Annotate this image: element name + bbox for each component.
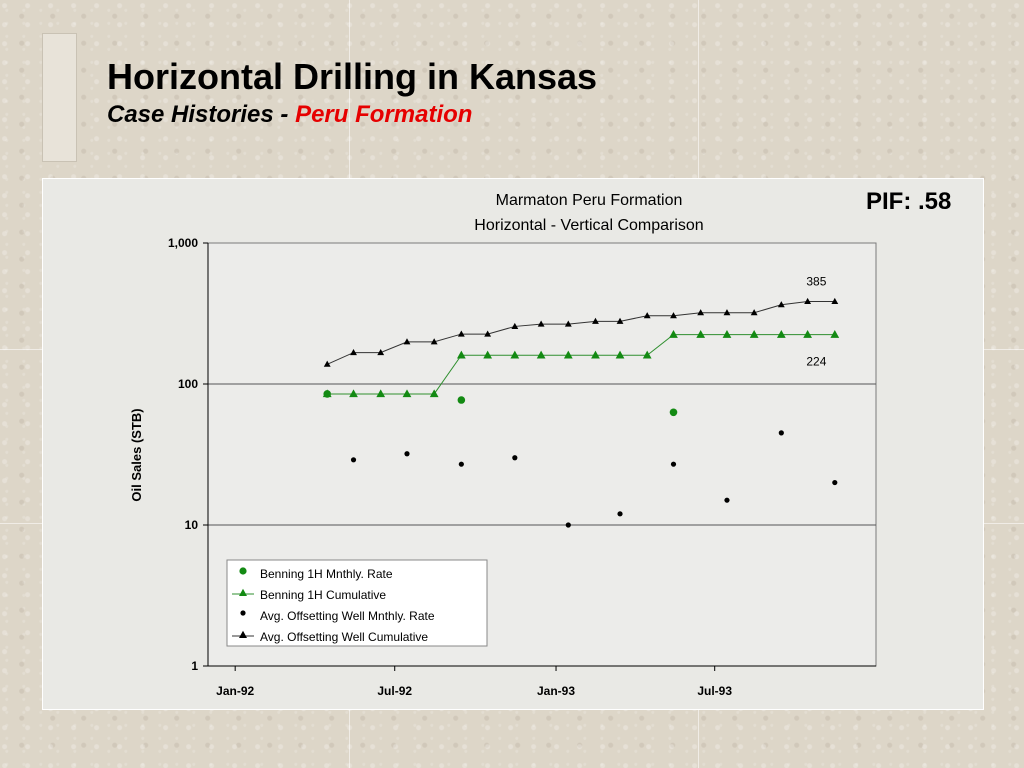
data-point-circle bbox=[832, 479, 838, 486]
y-axis-label: Oil Sales (STB) bbox=[129, 408, 144, 501]
data-point-triangle bbox=[323, 360, 331, 367]
data-point-triangle bbox=[350, 348, 357, 356]
pif-label: PIF: .58 bbox=[866, 188, 952, 215]
legend-label: Benning 1H Mnthly. Rate bbox=[260, 567, 393, 581]
data-point-triangle bbox=[483, 350, 493, 359]
data-point-circle bbox=[778, 430, 784, 436]
x-tick-label: Jan-93 bbox=[537, 684, 575, 698]
data-point-triangle bbox=[642, 350, 652, 359]
series-line-1 bbox=[327, 334, 835, 395]
data-point-triangle bbox=[484, 330, 492, 337]
legend-box bbox=[226, 559, 488, 647]
data-point-triangle bbox=[670, 312, 677, 319]
x-tick-label: Jan-92 bbox=[216, 684, 254, 698]
data-point-triangle bbox=[377, 348, 385, 356]
data-point-triangle bbox=[722, 330, 732, 338]
data-point-triangle bbox=[831, 297, 839, 304]
data-point-circle bbox=[670, 461, 677, 467]
x-tick-label: Jul-92 bbox=[377, 684, 412, 698]
subtitle-accent: Peru Formation bbox=[295, 101, 473, 128]
data-point-circle bbox=[565, 522, 571, 528]
legend-marker-triangle bbox=[239, 588, 247, 596]
data-point-triangle bbox=[723, 309, 731, 316]
data-point-triangle bbox=[750, 309, 758, 316]
series-line-3 bbox=[327, 300, 835, 365]
y-tick-label: 1,000 bbox=[168, 236, 198, 250]
data-point-triangle bbox=[510, 350, 520, 359]
slide-title: Horizontal Drilling in Kansas bbox=[107, 56, 598, 97]
data-point-circle bbox=[404, 451, 410, 457]
data-point-triangle bbox=[563, 350, 573, 359]
data-point-triangle bbox=[564, 320, 572, 327]
data-point-circle bbox=[458, 461, 464, 467]
legend-marker-triangle bbox=[239, 630, 247, 638]
data-point-circle bbox=[512, 455, 518, 461]
y-tick-label: 1 bbox=[191, 659, 198, 673]
y-tick-label: 100 bbox=[178, 377, 198, 391]
data-point-circle bbox=[617, 511, 623, 517]
data-point-triangle bbox=[402, 389, 412, 398]
decorative-bar bbox=[42, 33, 77, 162]
slide-subtitle: Case Histories - Peru Formation bbox=[107, 101, 472, 129]
value-annotation: 224 bbox=[806, 355, 826, 369]
data-point-triangle bbox=[616, 317, 624, 324]
data-point-triangle bbox=[536, 350, 546, 359]
data-point-triangle bbox=[592, 317, 599, 324]
legend-label: Avg. Offsetting Well Cumulative bbox=[260, 630, 428, 644]
data-point-triangle bbox=[697, 309, 705, 316]
data-point-triangle bbox=[804, 297, 812, 304]
data-point-circle bbox=[457, 396, 466, 404]
data-point-circle bbox=[350, 457, 357, 463]
data-point-triangle bbox=[537, 320, 545, 327]
value-annotation: 385 bbox=[806, 274, 826, 288]
data-point-triangle bbox=[669, 330, 678, 338]
data-point-triangle bbox=[749, 330, 759, 338]
data-point-triangle bbox=[803, 330, 812, 338]
data-point-triangle bbox=[403, 338, 411, 345]
data-point-triangle bbox=[776, 330, 786, 338]
data-point-triangle bbox=[349, 389, 358, 398]
data-point-triangle bbox=[457, 330, 465, 337]
data-point-triangle bbox=[430, 338, 438, 345]
chart-title: Marmaton Peru Formation bbox=[496, 192, 683, 209]
data-point-triangle bbox=[511, 322, 519, 329]
data-point-triangle bbox=[615, 350, 625, 359]
data-point-triangle bbox=[643, 312, 651, 319]
data-point-circle bbox=[724, 497, 730, 503]
data-point-triangle bbox=[456, 350, 466, 359]
chart-subtitle: Horizontal - Vertical Comparison bbox=[474, 217, 703, 234]
legend-marker-circle bbox=[240, 610, 246, 616]
y-tick-label: 10 bbox=[185, 518, 199, 532]
legend-label: Benning 1H Cumulative bbox=[260, 588, 386, 602]
legend-marker-circle bbox=[239, 567, 247, 575]
legend-label: Avg. Offsetting Well Mnthly. Rate bbox=[260, 609, 435, 623]
data-point-triangle bbox=[696, 330, 706, 338]
data-point-triangle bbox=[376, 389, 386, 398]
x-tick-label: Jul-93 bbox=[697, 684, 732, 698]
data-point-triangle bbox=[591, 350, 600, 359]
data-point-triangle bbox=[830, 330, 840, 338]
data-point-triangle bbox=[322, 389, 332, 398]
data-point-circle bbox=[669, 408, 678, 417]
subtitle-lead: Case Histories - bbox=[107, 101, 296, 128]
data-point-triangle bbox=[429, 389, 439, 398]
data-point-triangle bbox=[777, 301, 785, 308]
